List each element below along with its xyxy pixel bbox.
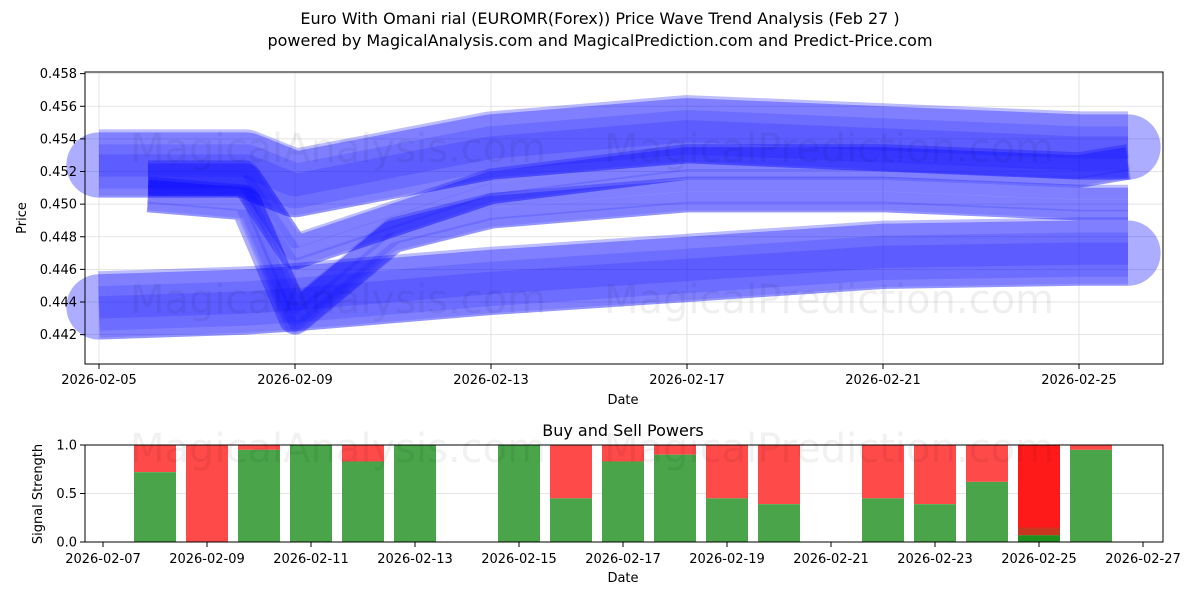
y-tick-label: 0.444 — [40, 296, 77, 311]
y-tick-label: 0.5 — [56, 487, 77, 502]
x-tick-label: 2026-02-15 — [481, 552, 557, 567]
x-tick-label: 2026-02-17 — [649, 373, 725, 388]
buy-bar — [914, 504, 956, 542]
watermark-right-power: MagicalPrediction.com — [604, 426, 1054, 472]
y-tick-label: 0.442 — [40, 328, 77, 343]
y-tick-label: 0.452 — [40, 165, 77, 180]
sell-bar — [550, 445, 592, 498]
buy-bar — [706, 498, 748, 542]
power-x-label: Date — [607, 571, 638, 586]
x-tick-label: 2026-02-13 — [377, 552, 453, 567]
watermark-left: MagicalAnalysis.com — [130, 126, 546, 172]
price-y-label: Price — [15, 202, 30, 234]
x-tick-label: 2026-02-11 — [273, 552, 349, 567]
x-tick-label: 2026-02-09 — [169, 552, 245, 567]
watermark-right: MagicalPrediction.com — [604, 126, 1054, 172]
x-tick-label: 2026-02-07 — [65, 552, 141, 567]
x-tick-label: 2026-02-27 — [1105, 552, 1181, 567]
buy-bar — [550, 498, 592, 542]
x-tick-label: 2026-02-19 — [689, 552, 765, 567]
y-tick-label: 0.454 — [40, 132, 77, 147]
buy-bar — [602, 461, 644, 542]
y-tick-label: 1.0 — [56, 439, 77, 454]
watermark-left-lower: MagicalAnalysis.com — [130, 277, 546, 323]
y-tick-label: 0.448 — [40, 230, 77, 245]
watermark-left-power: MagicalAnalysis.com — [130, 426, 546, 472]
price-x-label: Date — [607, 393, 638, 408]
x-tick-label: 2026-02-13 — [453, 373, 529, 388]
price-x-axis: 2026-02-05 2026-02-09 2026-02-13 2026-02-17… — [61, 364, 1117, 388]
y-tick-label: 0.446 — [40, 263, 77, 278]
watermark-right-lower: MagicalPrediction.com — [604, 277, 1054, 323]
x-tick-label: 2026-02-05 — [61, 373, 137, 388]
sell-bar — [1070, 445, 1112, 450]
power-y-axis: 0.0 0.5 1.0 — [56, 439, 85, 551]
x-tick-label: 2026-02-21 — [845, 373, 921, 388]
x-tick-label: 2026-02-09 — [257, 373, 333, 388]
buy-bar — [1070, 450, 1112, 542]
buy-bar — [966, 482, 1008, 542]
buy-bar — [1018, 535, 1060, 542]
x-tick-label: 2026-02-25 — [1001, 552, 1077, 567]
power-y-label: Signal Strength — [31, 444, 46, 544]
x-tick-label: 2026-02-23 — [897, 552, 973, 567]
x-tick-label: 2026-02-21 — [793, 552, 869, 567]
chart-canvas: MagicalAnalysis.com MagicalPrediction.co… — [0, 0, 1200, 600]
buy-bar — [758, 504, 800, 542]
y-tick-label: 0.456 — [40, 100, 77, 115]
power-x-axis: 2026-02-07 2026-02-09 2026-02-11 2026-02-13… — [65, 542, 1181, 567]
y-tick-label: 0.458 — [40, 67, 77, 82]
sell-bar-overlap — [1018, 527, 1060, 535]
x-tick-label: 2026-02-17 — [585, 552, 661, 567]
buy-bar — [862, 498, 904, 542]
buy-bar — [134, 472, 176, 542]
y-tick-label: 0.0 — [56, 536, 77, 551]
buy-bar — [342, 461, 384, 542]
x-tick-label: 2026-02-25 — [1041, 373, 1117, 388]
y-tick-label: 0.450 — [40, 198, 77, 213]
